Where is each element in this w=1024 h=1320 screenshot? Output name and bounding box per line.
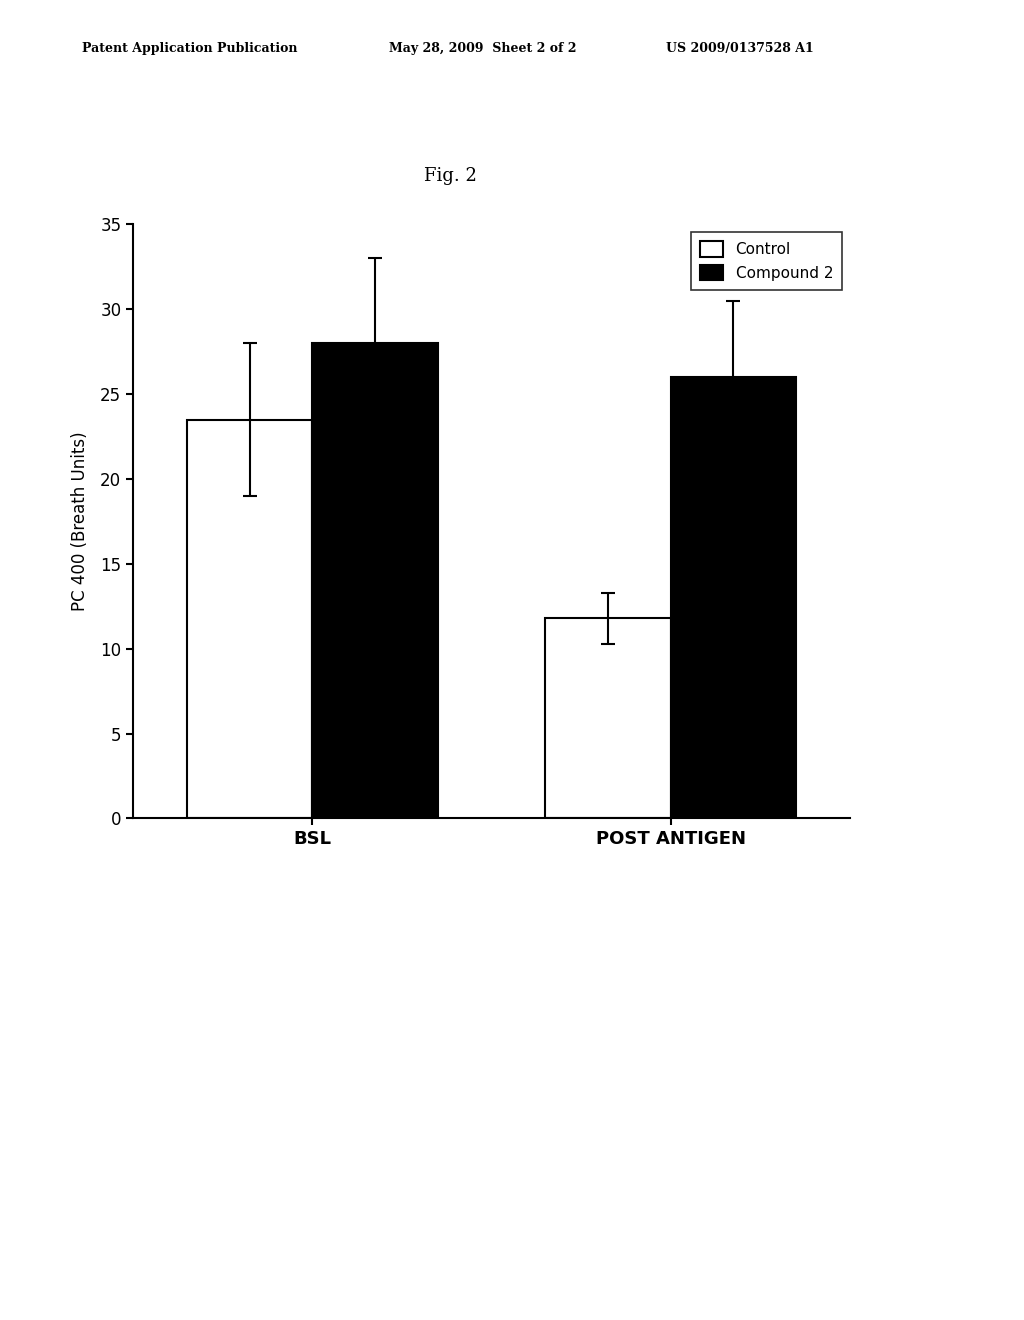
Bar (671, 378, 797, 818)
Bar (186, 420, 312, 818)
Text: Patent Application Publication: Patent Application Publication (82, 42, 297, 55)
Bar (545, 618, 671, 818)
Legend: Control, Compound 2: Control, Compound 2 (691, 232, 843, 290)
Bar (312, 343, 438, 818)
Y-axis label: PC 400 (Breath Units): PC 400 (Breath Units) (71, 432, 89, 611)
Text: May 28, 2009  Sheet 2 of 2: May 28, 2009 Sheet 2 of 2 (389, 42, 577, 55)
Text: Fig. 2: Fig. 2 (424, 166, 477, 185)
Text: US 2009/0137528 A1: US 2009/0137528 A1 (666, 42, 813, 55)
